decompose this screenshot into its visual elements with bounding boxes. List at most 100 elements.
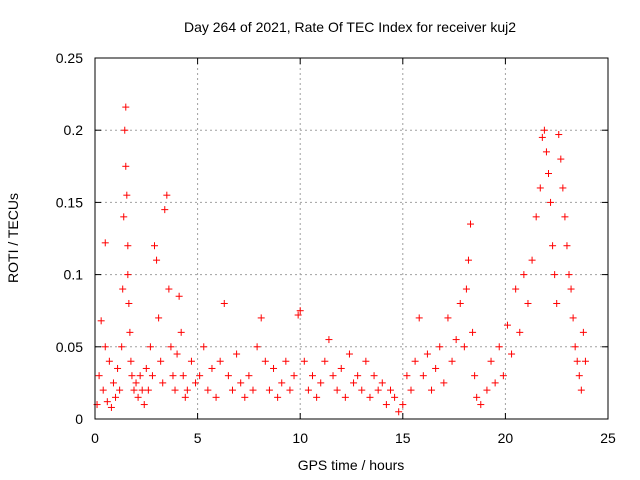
data-point [179, 372, 187, 380]
data-point [134, 393, 142, 401]
data-point [370, 372, 378, 380]
data-point [317, 379, 325, 387]
data-point [128, 372, 136, 380]
data-point [122, 162, 130, 170]
data-point [144, 386, 152, 394]
data-point [333, 386, 341, 394]
data-point [544, 170, 552, 178]
data-point [551, 271, 559, 279]
y-tick-label: 0.15 [56, 194, 83, 210]
y-tick-label: 0.2 [64, 122, 84, 138]
data-point [464, 256, 472, 264]
x-tick-label: 25 [600, 430, 616, 446]
plot-frame [94, 57, 609, 420]
data-point [524, 299, 532, 307]
data-point [516, 328, 524, 336]
data-point [567, 285, 575, 293]
data-point [440, 379, 448, 387]
data-point [555, 131, 563, 139]
data-point [366, 393, 374, 401]
data-point [547, 198, 555, 206]
data-point [579, 328, 587, 336]
data-point [274, 393, 282, 401]
data-point [448, 357, 456, 365]
data-point [183, 386, 191, 394]
data-point [428, 386, 436, 394]
data-point [300, 357, 308, 365]
data-point [575, 372, 583, 380]
data-point [181, 393, 189, 401]
data-point [120, 213, 128, 221]
data-point [407, 386, 415, 394]
data-point [296, 307, 304, 315]
data-point [528, 256, 536, 264]
data-point [354, 372, 362, 380]
data-point [432, 364, 440, 372]
axis-ticks: 0 5 10 15 20 25 0 0.05 0.1 0.15 0.2 0.25 [56, 50, 616, 446]
data-point [444, 314, 452, 322]
data-point [503, 321, 511, 329]
data-point [173, 350, 181, 358]
data-point [114, 364, 122, 372]
data-point [220, 299, 228, 307]
data-point [577, 386, 585, 394]
data-point [171, 386, 179, 394]
x-tick-label: 0 [91, 430, 99, 446]
data-point [278, 379, 286, 387]
data-point [350, 379, 358, 387]
data-point [565, 271, 573, 279]
data-point [187, 357, 195, 365]
data-point [142, 364, 150, 372]
data-point [561, 213, 569, 221]
x-tick-label: 20 [498, 430, 514, 446]
data-point [192, 379, 200, 387]
data-point [321, 357, 329, 365]
data-point [286, 386, 294, 394]
data-point [112, 393, 120, 401]
data-point [520, 271, 528, 279]
data-point [325, 336, 333, 344]
data-point [559, 184, 567, 192]
data-point [153, 256, 161, 264]
data-point [208, 364, 216, 372]
data-point [563, 242, 571, 250]
x-tick-label: 15 [395, 430, 411, 446]
data-point [127, 357, 135, 365]
data-point [460, 343, 468, 351]
data-point [309, 372, 317, 380]
data-point [270, 364, 278, 372]
data-point [415, 314, 423, 322]
data-point [151, 242, 159, 250]
data-point [126, 328, 134, 336]
data-point [473, 393, 481, 401]
chart-title: Day 264 of 2021, Rate Of TEC Index for r… [184, 19, 516, 35]
data-point [512, 285, 520, 293]
data-point [124, 271, 132, 279]
data-point [573, 357, 581, 365]
data-point [123, 191, 131, 199]
data-point [532, 213, 540, 221]
data-point [374, 386, 382, 394]
data-point [423, 350, 431, 358]
data-point [282, 357, 290, 365]
x-tick-label: 10 [292, 430, 308, 446]
data-point [257, 314, 265, 322]
data-point [536, 184, 544, 192]
data-point [499, 372, 507, 380]
data-point [124, 242, 132, 250]
data-point [95, 372, 103, 380]
data-point [228, 386, 236, 394]
data-point [452, 336, 460, 344]
data-point [403, 372, 411, 380]
data-point [118, 343, 126, 351]
data-point [265, 386, 273, 394]
data-point [103, 398, 111, 406]
data-point [97, 317, 105, 325]
data-point [241, 393, 249, 401]
grid [95, 58, 608, 419]
data-point [358, 386, 366, 394]
data-point [386, 386, 394, 394]
data-point [121, 126, 129, 134]
data-point [553, 299, 561, 307]
data-point [165, 285, 173, 293]
